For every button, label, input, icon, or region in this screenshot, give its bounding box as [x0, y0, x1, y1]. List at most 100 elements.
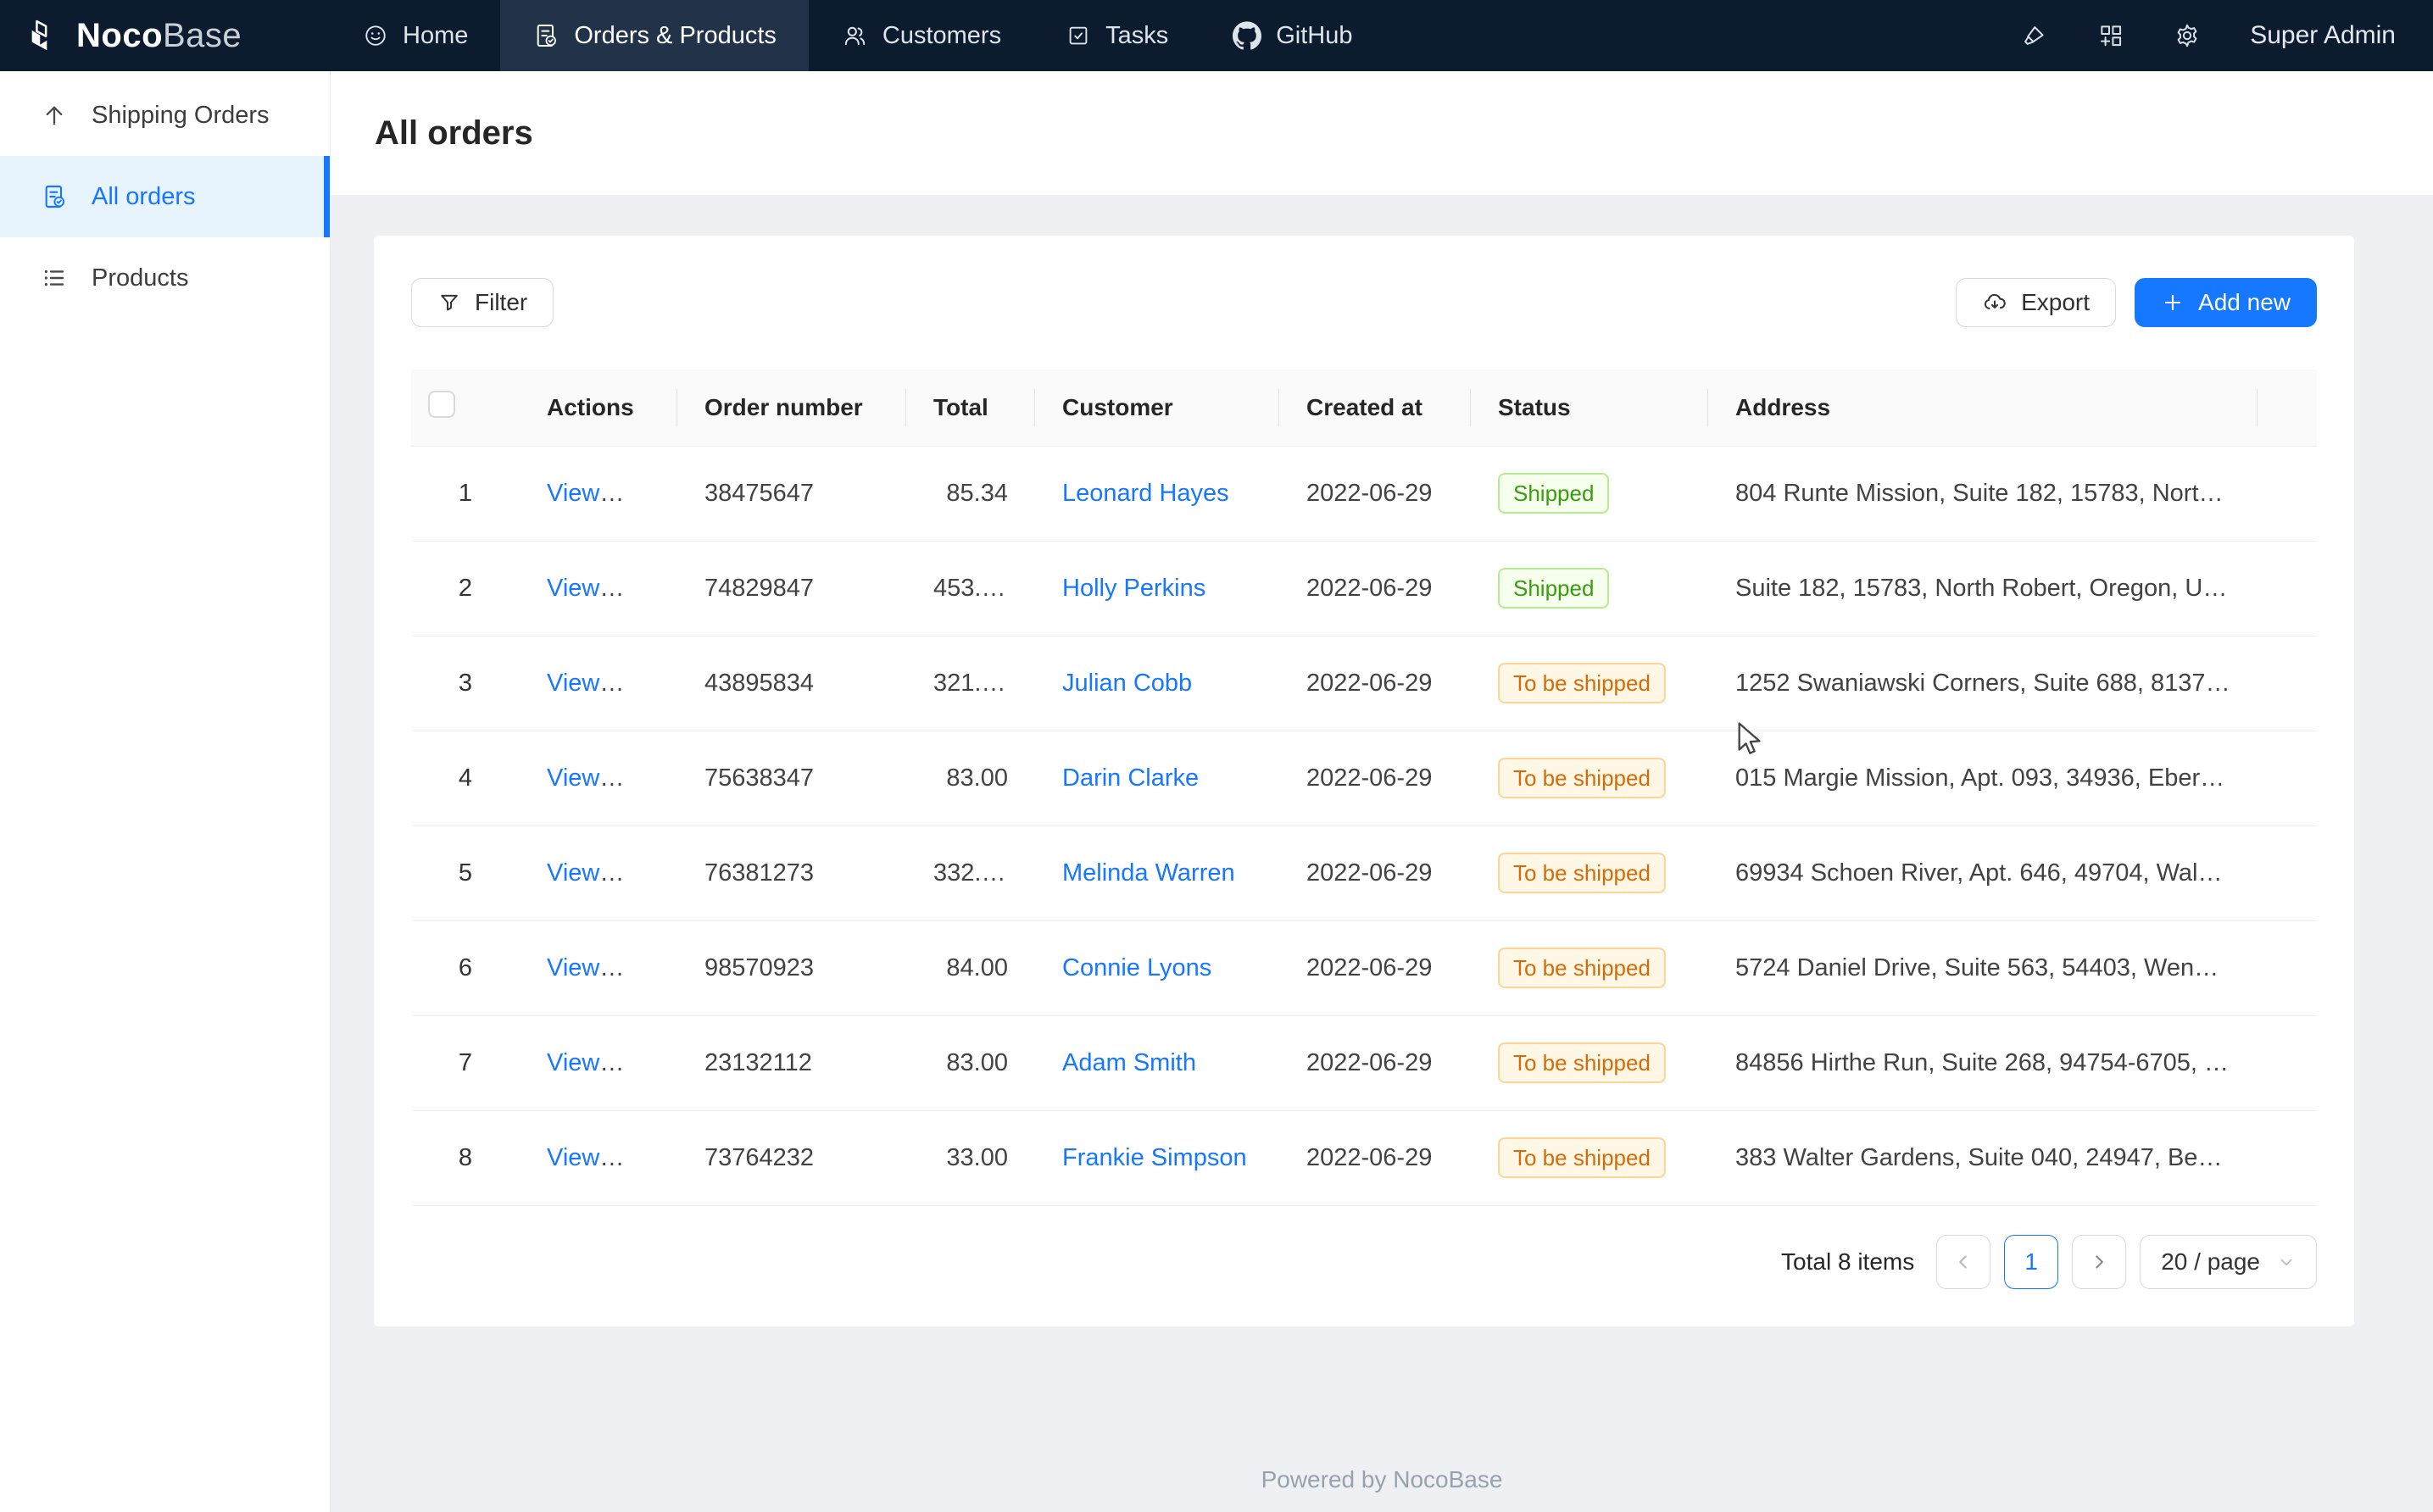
- logo-text-base: Base: [163, 17, 242, 54]
- table-row: 1 ViewEdit 38475647 85.34 Leonard Hayes …: [411, 446, 2317, 541]
- created-at-cell: 2022-06-29: [1279, 920, 1471, 1015]
- edit-link[interactable]: Edit: [634, 954, 676, 981]
- status-badge: To be shipped: [1498, 758, 1666, 798]
- actions-cell: View Edit: [520, 1015, 677, 1110]
- settings-gear-icon[interactable]: [2174, 22, 2201, 49]
- pagination-total: Total 8 items: [1781, 1248, 1914, 1276]
- edit-link[interactable]: Edit: [634, 1144, 676, 1171]
- status-badge: Shipped: [1498, 473, 1609, 514]
- column-header-actions: Actions: [520, 370, 677, 446]
- view-link[interactable]: View: [547, 764, 624, 792]
- status-cell: To be shipped: [1471, 731, 1708, 825]
- user-menu[interactable]: Super Admin: [2250, 21, 2396, 50]
- spacer-cell: [2258, 1015, 2317, 1110]
- customer-link[interactable]: Melinda Warren: [1062, 859, 1235, 887]
- actions-cell: View Edit: [520, 636, 677, 731]
- row-index: 4: [459, 764, 472, 792]
- tab-customers[interactable]: Customers: [809, 0, 1033, 71]
- spacer-cell: [2258, 920, 2317, 1015]
- plugin-blocks-icon[interactable]: [2097, 22, 2124, 49]
- view-link[interactable]: View: [547, 859, 624, 887]
- add-new-label: Add new: [2198, 289, 2291, 316]
- customer-cell: Adam Smith: [1035, 1015, 1279, 1110]
- edit-link[interactable]: Edit: [634, 1049, 676, 1076]
- tab-home[interactable]: Home: [331, 0, 500, 71]
- order-number-cell: 43895834: [677, 636, 906, 731]
- customer-link[interactable]: Leonard Hayes: [1062, 480, 1229, 507]
- customer-cell: Julian Cobb: [1035, 636, 1279, 731]
- plus-icon: [2161, 291, 2185, 314]
- next-page-button[interactable]: [2072, 1235, 2126, 1289]
- total-cell: 332.00: [906, 825, 1035, 920]
- customer-link[interactable]: Connie Lyons: [1062, 954, 1211, 981]
- sidebar-item-label: Products: [92, 264, 188, 292]
- address-cell: 383 Walter Gardens, Suite 040, 24947, Be…: [1708, 1110, 2258, 1205]
- edit-link[interactable]: Edit: [634, 764, 676, 792]
- tab-orders-and-products[interactable]: Orders & Products: [500, 0, 809, 71]
- add-new-button[interactable]: Add new: [2135, 278, 2317, 327]
- customer-link[interactable]: Holly Perkins: [1062, 575, 1205, 602]
- status-cell: Shipped: [1471, 541, 1708, 636]
- export-button[interactable]: Export: [1956, 278, 2116, 327]
- customer-link[interactable]: Adam Smith: [1062, 1049, 1196, 1076]
- created-at-cell: 2022-06-29: [1279, 1015, 1471, 1110]
- status-badge: Shipped: [1498, 568, 1609, 609]
- sidebar-item-all-orders[interactable]: All orders: [0, 156, 330, 237]
- row-index: 5: [459, 859, 472, 887]
- total-cell: 321.00: [906, 636, 1035, 731]
- export-label: Export: [2021, 289, 2090, 316]
- nocobase-logo[interactable]: NocoBase: [0, 0, 331, 71]
- total-cell: 85.34: [906, 446, 1035, 541]
- spacer-cell: [2258, 1110, 2317, 1205]
- view-link[interactable]: View: [547, 575, 624, 602]
- filter-button[interactable]: Filter: [411, 278, 554, 327]
- table-row: 4 ViewEdit 75638347 83.00 Darin Clarke 2…: [411, 731, 2317, 825]
- created-at-cell: 2022-06-29: [1279, 1110, 1471, 1205]
- ui-editor-highlighter-icon[interactable]: [2021, 22, 2048, 49]
- navbar-right: Super Admin: [2021, 0, 2433, 71]
- orders-table: Actions Order number Total Customer Crea…: [411, 370, 2317, 1206]
- actions-cell: View Edit: [520, 825, 677, 920]
- page-size-select[interactable]: 20 / page: [2140, 1235, 2317, 1289]
- column-header-created-at: Created at: [1279, 370, 1471, 446]
- customer-link[interactable]: Frankie Simpson: [1062, 1144, 1247, 1171]
- table-row: 2 ViewEdit 74829847 453.00 Holly Perkins…: [411, 541, 2317, 636]
- created-at-cell: 2022-06-29: [1279, 825, 1471, 920]
- nocobase-cube-icon: [25, 16, 64, 55]
- customer-link[interactable]: Julian Cobb: [1062, 670, 1192, 697]
- view-link[interactable]: View: [547, 954, 624, 981]
- sidebar-item-products[interactable]: Products: [0, 237, 330, 319]
- status-badge: To be shipped: [1498, 948, 1666, 988]
- status-cell: Shipped: [1471, 446, 1708, 541]
- tab-tasks[interactable]: Tasks: [1033, 0, 1200, 71]
- edit-link[interactable]: Edit: [634, 859, 676, 887]
- view-link[interactable]: View: [547, 480, 624, 507]
- check-square-icon: [1066, 23, 1091, 48]
- column-header-status: Status: [1471, 370, 1708, 446]
- actions-cell: View Edit: [520, 446, 677, 541]
- status-cell: To be shipped: [1471, 920, 1708, 1015]
- view-link[interactable]: View: [547, 1049, 624, 1076]
- page-size-value: 20 / page: [2161, 1248, 2260, 1276]
- edit-link[interactable]: Edit: [634, 575, 676, 602]
- status-badge: To be shipped: [1498, 853, 1666, 893]
- smiley-icon: [363, 23, 388, 48]
- sidebar-item-shipping-orders[interactable]: Shipping Orders: [0, 75, 330, 156]
- column-header-customer: Customer: [1035, 370, 1279, 446]
- address-cell: Suite 182, 15783, North Robert, Oregon, …: [1708, 541, 2258, 636]
- logo-text-noco: Noco: [76, 17, 163, 54]
- page-1-button[interactable]: 1: [2004, 1235, 2058, 1289]
- spacer-cell: [2258, 636, 2317, 731]
- view-link[interactable]: View: [547, 1144, 624, 1171]
- prev-page-button[interactable]: [1936, 1235, 1990, 1289]
- view-link[interactable]: View: [547, 670, 624, 697]
- edit-link[interactable]: Edit: [634, 670, 676, 697]
- status-cell: To be shipped: [1471, 636, 1708, 731]
- tab-github[interactable]: GitHub: [1200, 0, 1384, 71]
- edit-link[interactable]: Edit: [634, 480, 676, 507]
- row-index-cell: 2: [411, 541, 520, 636]
- filter-funnel-icon: [437, 291, 461, 314]
- actions-cell: View Edit: [520, 731, 677, 825]
- customer-link[interactable]: Darin Clarke: [1062, 764, 1199, 792]
- select-all-checkbox[interactable]: [428, 391, 455, 418]
